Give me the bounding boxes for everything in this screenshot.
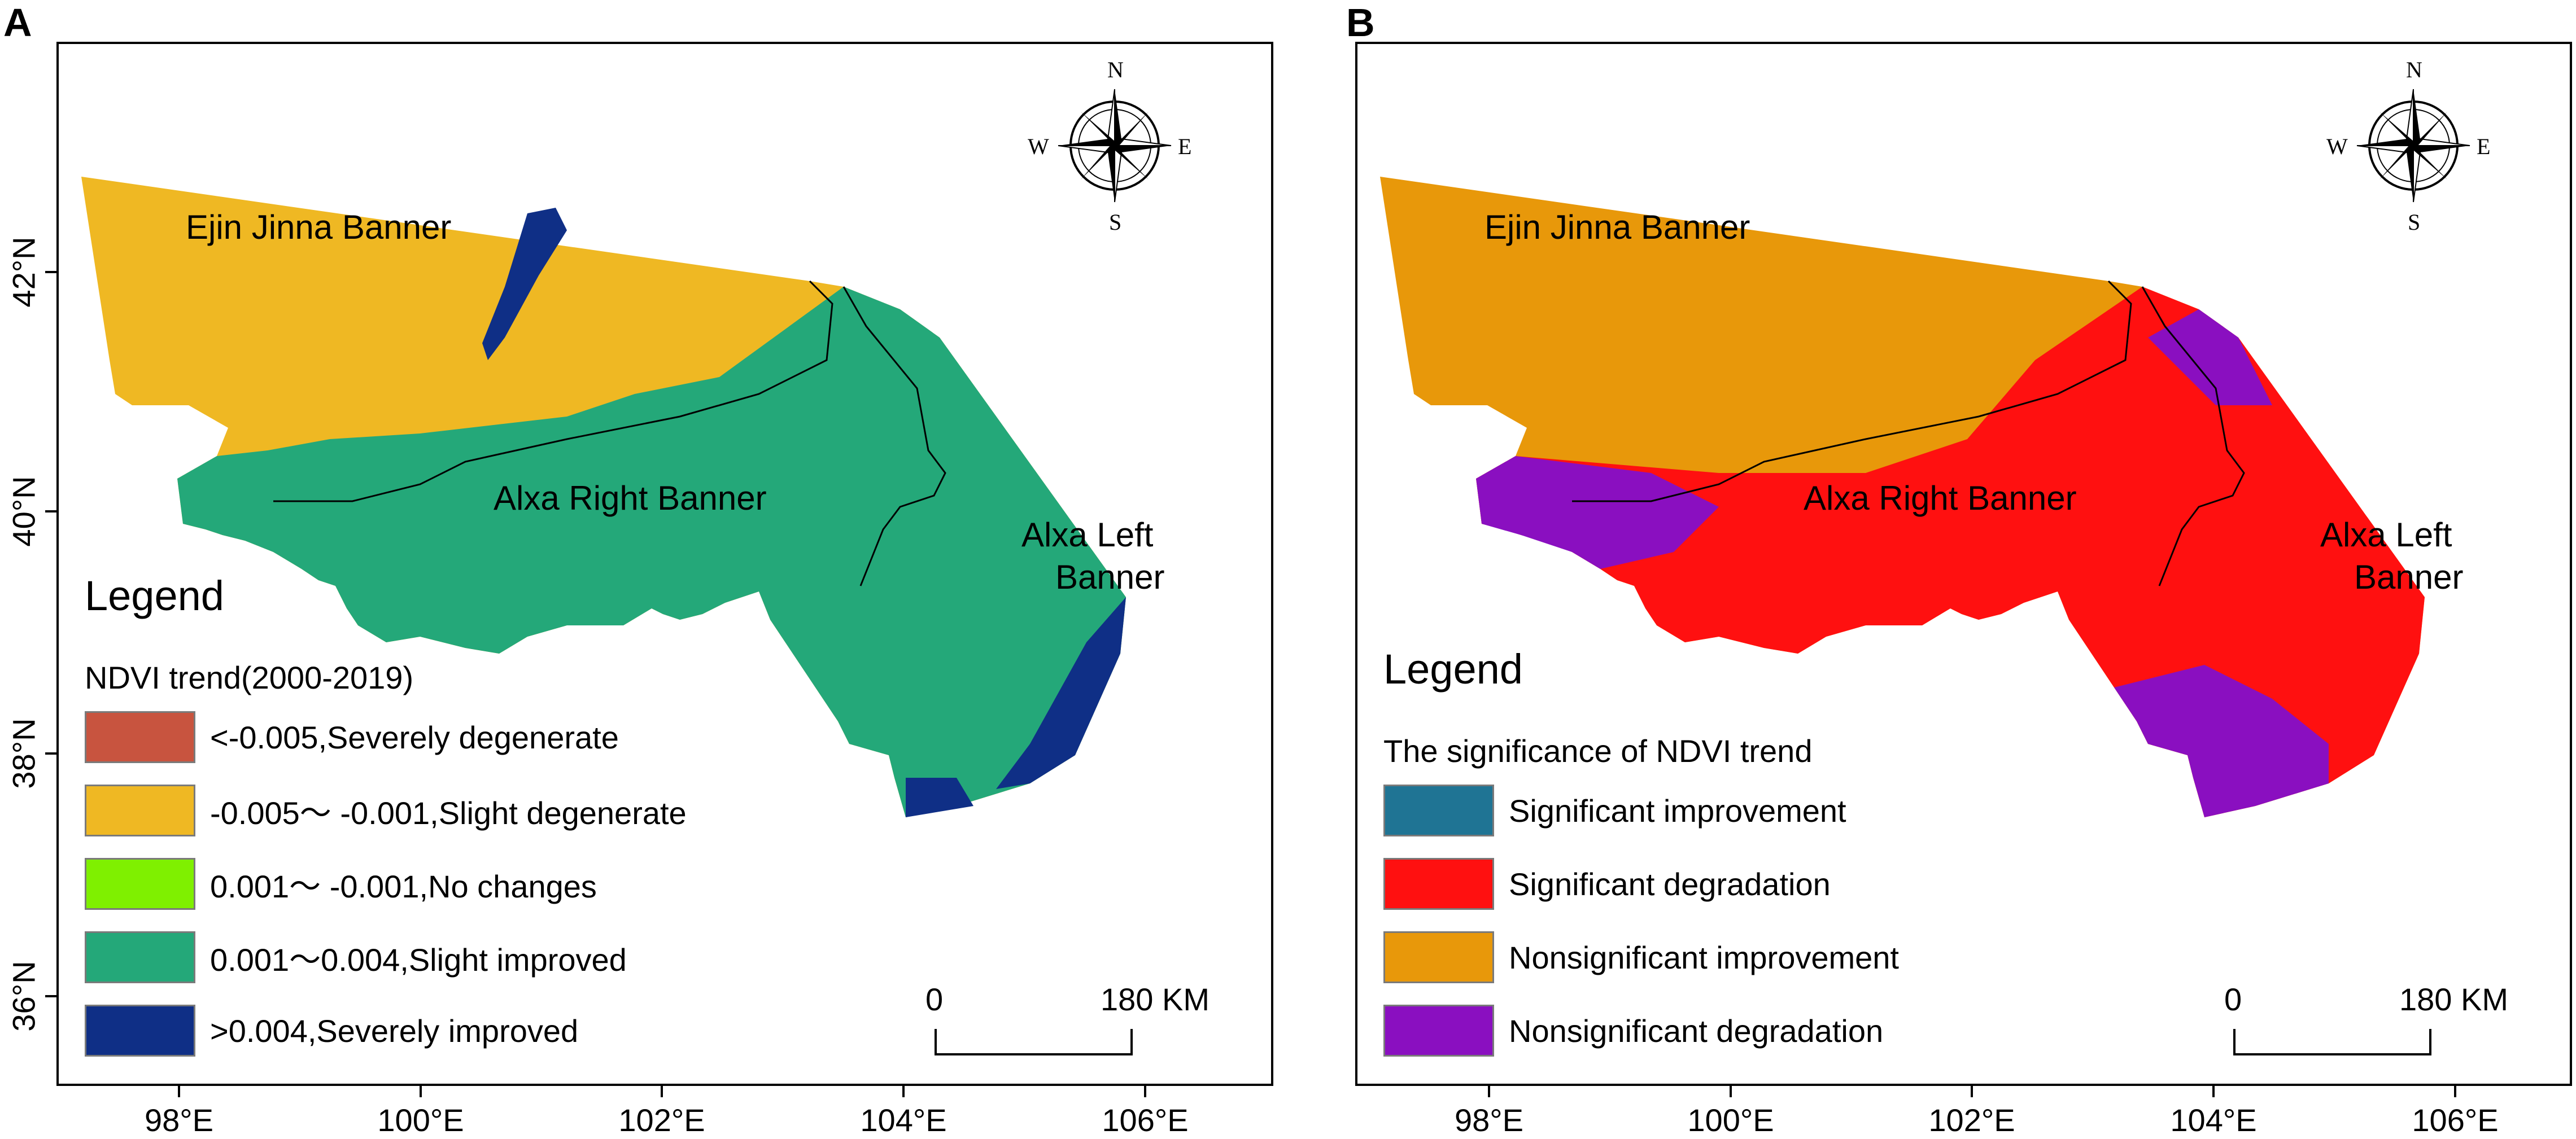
- panel-a-frame: Ejin Jinna Banner Alxa Right Banner Alxa…: [56, 42, 1273, 1086]
- panel-b-legend-label: Nonsignificant degradation: [1509, 1013, 1884, 1049]
- panel-b-legend-label: Significant improvement: [1509, 792, 1846, 829]
- panel-b-accent-south: [2114, 665, 2329, 817]
- panel-a-compass-e: E: [1178, 134, 1192, 159]
- panel-b-legend-swatch: [1383, 858, 1494, 910]
- panel-b-frame: Ejin Jinna Banner Alxa Right Banner Alxa…: [1355, 42, 2572, 1086]
- panel-a-legend-label: 0.001～0.004,Slight improved: [210, 941, 627, 978]
- panel-b-scale-end: 180 KM: [2399, 982, 2508, 1017]
- panel-a-compass-n: N: [1107, 57, 1124, 82]
- panel-a-scale-end: 180 KM: [1101, 982, 1210, 1017]
- panel-a-east-zone: [177, 287, 1126, 817]
- panel-b-compass-e: E: [2477, 134, 2491, 159]
- panel-a-xtick: 100°E: [377, 1102, 464, 1138]
- panel-a-label-alxa-right: Alxa Right Banner: [494, 479, 767, 517]
- panel-b-accent-west: [1476, 456, 1719, 569]
- panel-b-legend-label: Significant degradation: [1509, 866, 1831, 902]
- panel-b-legend-item: Significant degradation: [1383, 857, 1831, 911]
- panel-a-compass-w: W: [1028, 134, 1049, 159]
- panel-b-compass-s: S: [2408, 209, 2421, 235]
- panel-a-legend-title: Legend: [85, 572, 224, 619]
- panel-a-ytick: 38°N: [6, 718, 42, 789]
- panel-a-label-alxa-left-2: Banner: [1055, 558, 1165, 596]
- panel-b-accent-north: [2148, 309, 2272, 405]
- panel-a-legend-swatch: [85, 785, 195, 836]
- panel-b-compass-rose-icon: N S E W: [2326, 57, 2490, 235]
- panel-a-label-alxa-left-1: Alxa Left: [1021, 516, 1154, 554]
- panel-b-label-alxa-left-1: Alxa Left: [2320, 516, 2452, 554]
- panel-b-legend-item: Nonsignificant degradation: [1383, 1004, 1883, 1058]
- panel-b-legend-label: Nonsignificant improvement: [1509, 939, 1899, 975]
- panel-b-legend-swatch: [1383, 1005, 1494, 1057]
- panel-a-legend-label: 0.001～ -0.001,No changes: [210, 868, 597, 904]
- panel-a-ytick: 40°N: [6, 476, 42, 547]
- panel-a-xtick: 106°E: [1102, 1102, 1189, 1138]
- panel-a-ytick: 36°N: [6, 961, 42, 1032]
- panel-a-scale-bar: [935, 1029, 1133, 1055]
- panel-a-legend-item: <-0.005,Severely degenerate: [85, 710, 619, 764]
- panel-b-legend-swatch: [1383, 785, 1494, 836]
- panel-b-label-ejin: Ejin Jinna Banner: [1485, 208, 1750, 246]
- panel-a-ticks: [45, 271, 1146, 1097]
- panel-b-scale-start: 0: [2224, 982, 2242, 1017]
- panel-a-ytick: 42°N: [6, 236, 42, 308]
- panel-b-xtick: 102°E: [1928, 1102, 2015, 1138]
- panel-a-legend-label: >0.004,Severely improved: [210, 1013, 579, 1049]
- panel-a-xtick: 102°E: [618, 1102, 705, 1138]
- panel-a-map: [81, 177, 1126, 817]
- panel-a-accent-east: [996, 597, 1126, 789]
- panel-b-label-alxa-right: Alxa Right Banner: [1804, 479, 2077, 517]
- panel-b-legend-title: Legend: [1383, 646, 1523, 693]
- panel-a-compass-s: S: [1109, 209, 1122, 235]
- panel-b-scale-bar: [2233, 1029, 2431, 1055]
- panel-b-letter: B: [1346, 1, 1375, 45]
- panel-a-letter: A: [3, 1, 32, 45]
- panel-b-legend-item: Significant improvement: [1383, 783, 1846, 838]
- panel-a-legend-item: >0.004,Severely improved: [85, 1004, 578, 1058]
- panel-b-xtick: 100°E: [1687, 1102, 1774, 1138]
- panel-b-legend-subtitle: The significance of NDVI trend: [1383, 733, 1813, 769]
- panel-b-label-alxa-left-2: Banner: [2354, 558, 2464, 596]
- panel-a-legend-swatch: [85, 858, 195, 910]
- panel-a-boundaries: [273, 280, 946, 586]
- panel-a-accent-west: [482, 208, 567, 360]
- panel-a-xtick: 98°E: [144, 1102, 214, 1138]
- panel-a-legend-swatch: [85, 711, 195, 763]
- panel-b-compass-n: N: [2406, 57, 2422, 82]
- panel-a-legend-subtitle: NDVI trend(2000-2019): [85, 660, 414, 695]
- panel-a-scale-start: 0: [925, 982, 944, 1017]
- panel-a-legend-label: <-0.005,Severely degenerate: [210, 719, 619, 755]
- panel-a-legend-item: 0.001～0.004,Slight improved: [85, 930, 627, 984]
- panel-a-legend-item: -0.005～ -0.001,Slight degenerate: [85, 783, 687, 838]
- panel-b-boundaries: [1572, 280, 2245, 586]
- panel-b-map: [1380, 177, 2425, 817]
- panel-b-xtick: 106°E: [2412, 1102, 2499, 1138]
- panel-b-legend-swatch: [1383, 931, 1494, 983]
- panel-b-ticks: [1488, 1086, 2456, 1097]
- panel-a-legend-label: -0.005～ -0.001,Slight degenerate: [210, 795, 687, 831]
- panel-a-compass-rose-icon: N S E W: [1028, 57, 1191, 235]
- panel-a-accent-south: [906, 778, 973, 817]
- panel-a-legend-swatch: [85, 1005, 195, 1057]
- panel-b-xtick: 104°E: [2170, 1102, 2257, 1138]
- panel-b-legend-item: Nonsignificant improvement: [1383, 930, 1899, 984]
- panel-a-legend-item: 0.001～ -0.001,No changes: [85, 857, 597, 911]
- panel-a-label-ejin: Ejin Jinna Banner: [186, 208, 452, 246]
- panel-b-xtick: 98°E: [1454, 1102, 1524, 1138]
- panel-a-xtick: 104°E: [860, 1102, 947, 1138]
- panel-b-compass-w: W: [2326, 134, 2348, 159]
- panel-a-legend-swatch: [85, 931, 195, 983]
